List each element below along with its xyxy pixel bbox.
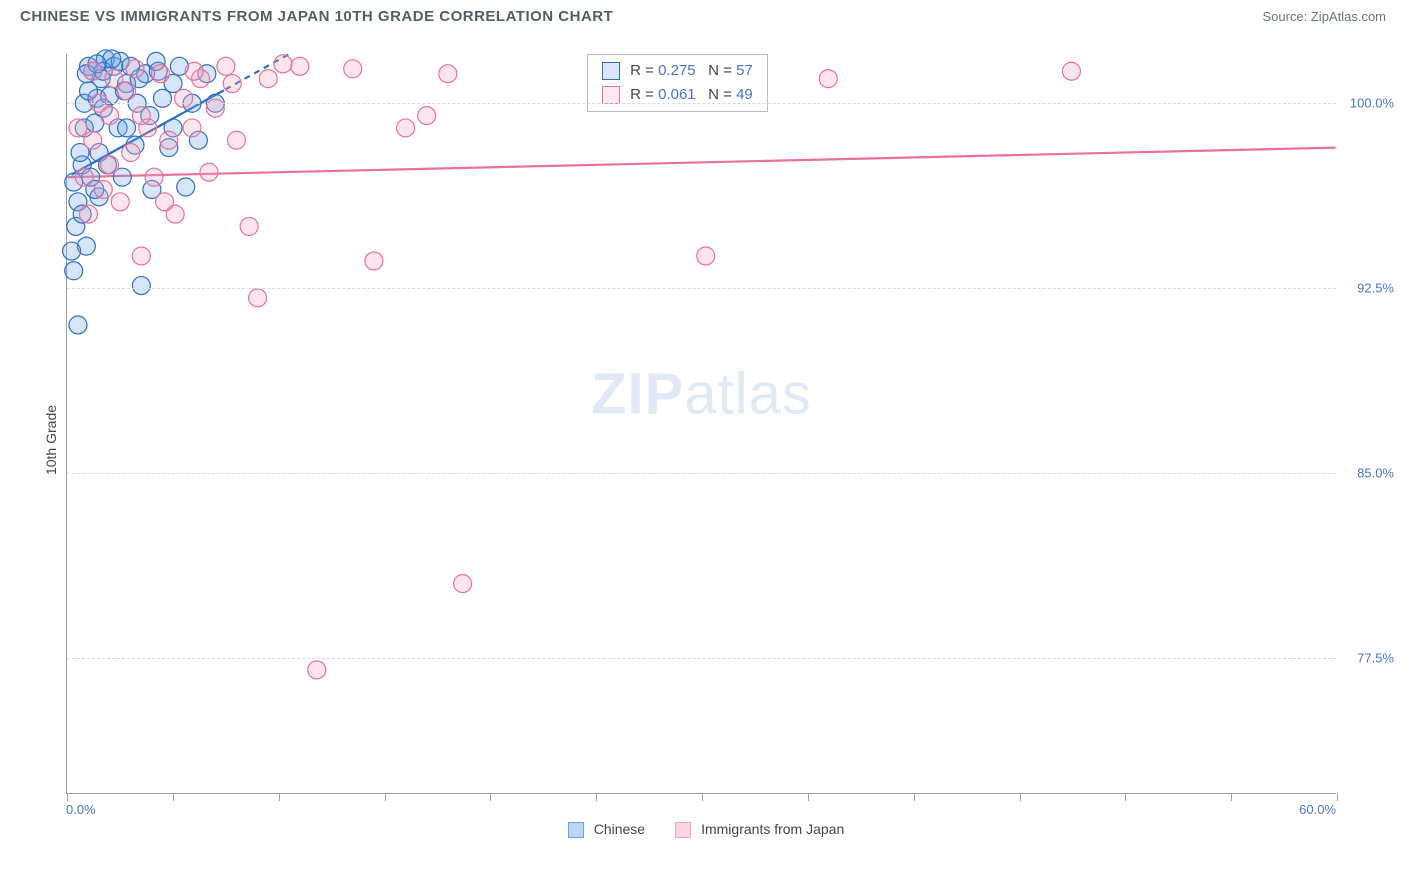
x-tick [702,793,703,801]
data-point [418,107,436,125]
gridline [67,473,1336,474]
x-axis-labels: 0.0% 60.0% [66,802,1336,822]
data-point [308,661,326,679]
data-point [132,107,150,125]
y-tick-label: 77.5% [1342,651,1394,666]
x-tick [279,793,280,801]
y-tick-label: 92.5% [1342,281,1394,296]
data-point [177,178,195,196]
x-tick [596,793,597,801]
x-tick [1231,793,1232,801]
data-point [156,193,174,211]
x-tick [1125,793,1126,801]
y-axis-label: 10th Grade [43,405,59,475]
data-point [65,262,83,280]
stats-row: R = 0.275 N = 57 [602,59,753,83]
plot-area: ZIPatlas R = 0.275 N = 57 R = 0.061 N = … [66,54,1336,794]
x-tick [490,793,491,801]
x-tick [914,793,915,801]
y-tick-label: 85.0% [1342,466,1394,481]
data-point [145,168,163,186]
x-tick [385,793,386,801]
data-point [223,75,241,93]
gridline [67,658,1336,659]
chart-container: 10th Grade ZIPatlas R = 0.275 N = 57 R =… [20,40,1386,840]
data-point [126,60,144,78]
data-point [151,65,169,83]
data-point [1062,62,1080,80]
data-point [439,65,457,83]
data-point [185,62,203,80]
data-point [63,242,81,260]
x-tick [67,793,68,801]
data-point [454,575,472,593]
data-point [101,107,119,125]
data-point [344,60,362,78]
data-point [249,289,267,307]
data-point [122,144,140,162]
data-point [397,119,415,137]
gridline [67,103,1336,104]
gridline [67,288,1336,289]
data-point [132,247,150,265]
data-point [94,180,112,198]
data-point [240,217,258,235]
legend-swatch [675,822,691,838]
legend-swatch [602,86,620,104]
legend-item: Immigrants from Japan [665,821,844,837]
x-tick [808,793,809,801]
data-point [206,99,224,117]
data-point [697,247,715,265]
data-point [259,70,277,88]
x-min-label: 0.0% [66,802,96,817]
data-point [227,131,245,149]
data-point [365,252,383,270]
data-point [200,163,218,181]
scatter-points-layer [67,54,1336,793]
data-point [118,82,136,100]
data-point [291,57,309,75]
data-point [183,119,201,137]
data-point [80,205,98,223]
x-max-label: 60.0% [1299,802,1336,817]
x-tick [1337,793,1338,801]
data-point [69,316,87,334]
data-point [101,156,119,174]
chart-title: CHINESE VS IMMIGRANTS FROM JAPAN 10TH GR… [20,8,613,25]
data-point [111,193,129,211]
source-label: Source: ZipAtlas.com [1262,9,1386,24]
x-tick [1020,793,1021,801]
legend-item: Chinese [558,821,645,837]
data-point [118,119,136,137]
data-point [819,70,837,88]
data-point [84,62,102,80]
data-point [160,131,178,149]
data-point [217,57,235,75]
data-point [132,277,150,295]
legend-swatch [602,62,620,80]
data-point [84,131,102,149]
data-point [175,89,193,107]
y-tick-label: 100.0% [1342,96,1394,111]
legend-swatch [568,822,584,838]
legend-bottom: Chinese Immigrants from Japan [66,820,1336,838]
data-point [75,168,93,186]
data-point [69,119,87,137]
data-point [274,55,292,73]
x-tick [173,793,174,801]
